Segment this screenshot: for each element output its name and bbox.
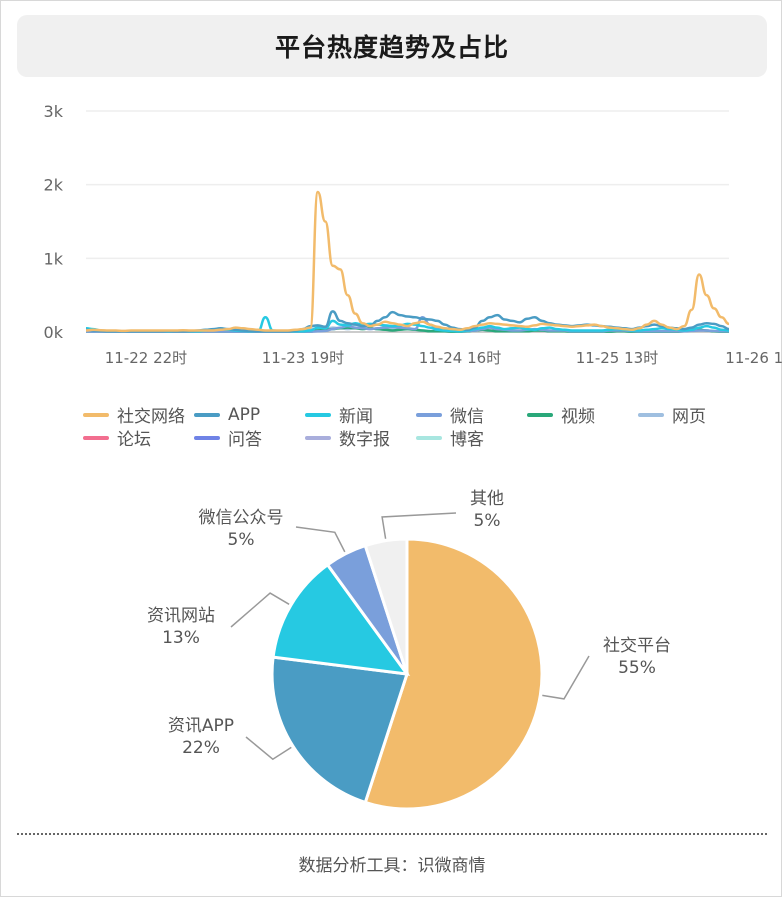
legend-label: 微信 — [450, 407, 484, 427]
title-bar: 平台热度趋势及占比 — [17, 15, 767, 77]
legend-label: 视频 — [561, 407, 595, 427]
x-tick-label: 11-26 12时 — [725, 349, 782, 367]
chart-legend: 社交网络 APP 新闻 微信 视频 网页论坛 问答 数字报 博客 — [83, 402, 763, 450]
legend-item[interactable]: 论坛 — [83, 425, 194, 450]
legend-row: 社交网络 APP 新闻 微信 视频 网页 — [83, 402, 763, 427]
y-tick-label: 3k — [44, 102, 64, 121]
legend-swatch — [527, 412, 553, 417]
pie-label: 资讯网站 — [147, 606, 215, 626]
pie-label: 社交平台 — [603, 636, 671, 656]
pie-leader-line — [295, 526, 346, 553]
page-title: 平台热度趋势及占比 — [274, 33, 509, 62]
y-tick-label: 2k — [44, 176, 64, 195]
legend-swatch — [83, 412, 109, 417]
legend-label: 论坛 — [117, 430, 151, 450]
pie-percent: 55% — [618, 658, 656, 678]
trend-line-chart: 0k 1k 2k 3k 11-22 22时 11-23 19时 11-24 16时 11-25… — [44, 102, 782, 367]
pie-label: 微信公众号 — [199, 508, 284, 528]
pie-leader-line — [381, 512, 457, 539]
legend-item[interactable]: APP — [194, 405, 305, 425]
legend-label: 问答 — [228, 430, 262, 450]
pie-percent: 5% — [474, 511, 501, 531]
legend-item[interactable]: 微信 — [416, 402, 527, 427]
series-line-社交网络 — [85, 190, 730, 333]
legend-item[interactable]: 新闻 — [305, 402, 416, 427]
pie-slice-资讯APP[interactable] — [270, 655, 409, 805]
legend-swatch — [83, 435, 109, 440]
legend-item[interactable]: 社交网络 — [83, 402, 194, 427]
pie-percent: 5% — [228, 530, 255, 550]
pie-slice-社交平台[interactable] — [363, 537, 544, 811]
legend-swatch — [638, 412, 664, 417]
legend-label: 博客 — [450, 430, 484, 450]
pie-label: 其他 — [470, 489, 504, 509]
pie-label: 资讯APP — [168, 716, 234, 736]
pie-leader-line — [230, 592, 290, 628]
pie-leader-line — [245, 736, 292, 761]
x-tick-label: 11-24 16时 — [419, 349, 501, 367]
legend-swatch — [194, 412, 220, 417]
legend-label: 数字报 — [339, 430, 390, 450]
legend-swatch — [416, 412, 442, 417]
legend-item[interactable]: 问答 — [194, 425, 305, 450]
legend-row: 论坛 问答 数字报 博客 — [83, 425, 763, 450]
pie-percent: 13% — [162, 628, 200, 648]
legend-swatch — [194, 435, 220, 440]
legend-item[interactable]: 博客 — [416, 425, 527, 450]
legend-item[interactable]: 视频 — [527, 402, 638, 427]
dotted-divider — [17, 833, 767, 835]
legend-item[interactable]: 网页 — [638, 402, 749, 427]
x-tick-label: 11-25 13时 — [576, 349, 658, 367]
pie-percent: 22% — [182, 738, 220, 758]
legend-item[interactable]: 数字报 — [305, 425, 416, 450]
legend-label: 社交网络 — [117, 407, 185, 427]
y-tick-label: 1k — [44, 249, 64, 268]
legend-label: 新闻 — [339, 407, 373, 427]
footer-credit: 数据分析工具：识微商情 — [298, 856, 486, 876]
y-tick-label: 0k — [44, 323, 64, 342]
legend-swatch — [305, 412, 331, 417]
pie-slice-资讯网站[interactable] — [271, 562, 411, 676]
pie-leader-line — [542, 655, 590, 700]
legend-swatch — [305, 435, 331, 440]
legend-swatch — [416, 435, 442, 440]
legend-label: APP — [228, 404, 261, 425]
pie-slice-其他[interactable] — [363, 537, 409, 675]
x-tick-label: 11-23 19时 — [262, 349, 344, 367]
legend-label: 网页 — [672, 407, 706, 427]
x-tick-label: 11-22 22时 — [105, 349, 187, 367]
